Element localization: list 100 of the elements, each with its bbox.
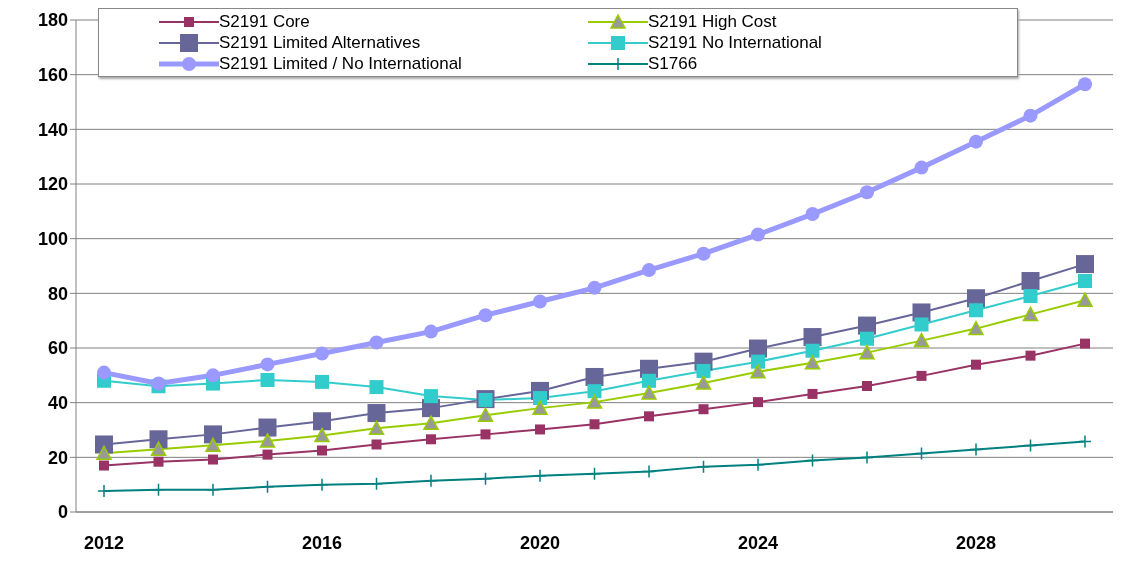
point bbox=[1023, 108, 1038, 123]
point bbox=[262, 449, 273, 460]
point bbox=[751, 227, 765, 242]
point bbox=[477, 407, 494, 422]
point bbox=[1078, 77, 1092, 92]
point bbox=[259, 433, 276, 448]
point bbox=[533, 391, 547, 406]
point bbox=[367, 404, 386, 423]
point bbox=[204, 425, 222, 444]
point bbox=[585, 367, 604, 386]
point bbox=[914, 160, 929, 175]
point bbox=[859, 344, 875, 360]
point bbox=[1077, 292, 1093, 307]
y-tick-label: 140 bbox=[37, 119, 68, 140]
point bbox=[695, 375, 712, 390]
point bbox=[258, 418, 277, 437]
point bbox=[208, 454, 218, 465]
point bbox=[969, 442, 983, 457]
point bbox=[260, 372, 275, 387]
point bbox=[968, 320, 984, 336]
x-tick-label: 2024 bbox=[737, 532, 779, 553]
point bbox=[369, 335, 384, 350]
point bbox=[1076, 255, 1094, 274]
y-tick-label: 100 bbox=[37, 229, 68, 250]
point bbox=[313, 412, 331, 431]
point bbox=[641, 385, 657, 400]
point bbox=[1025, 350, 1036, 361]
point bbox=[371, 439, 382, 450]
point bbox=[150, 441, 167, 456]
point bbox=[99, 460, 109, 471]
point bbox=[478, 471, 493, 486]
point bbox=[914, 446, 929, 461]
point bbox=[860, 331, 874, 346]
point bbox=[805, 343, 820, 358]
y-tick-label: 120 bbox=[37, 174, 68, 195]
legend-label: S2191 High Cost bbox=[648, 11, 777, 32]
point bbox=[805, 207, 820, 222]
y-tick-label: 80 bbox=[47, 283, 68, 304]
point bbox=[750, 364, 766, 379]
y-tick-label: 40 bbox=[47, 393, 68, 414]
point bbox=[260, 357, 275, 372]
point bbox=[589, 419, 600, 430]
point bbox=[532, 400, 548, 415]
point bbox=[913, 332, 930, 348]
y-tick-label: 0 bbox=[57, 502, 68, 523]
point bbox=[315, 346, 329, 361]
point bbox=[642, 373, 656, 388]
point bbox=[533, 294, 547, 309]
point bbox=[860, 450, 874, 465]
point bbox=[206, 368, 220, 383]
point bbox=[971, 359, 981, 370]
point bbox=[480, 429, 491, 440]
point bbox=[587, 466, 602, 481]
point bbox=[862, 380, 872, 391]
point bbox=[1078, 274, 1092, 289]
point bbox=[696, 459, 711, 474]
x-tick-label: 2028 bbox=[955, 532, 997, 553]
y-tick-label: 160 bbox=[37, 65, 68, 86]
point bbox=[860, 185, 874, 200]
point bbox=[423, 415, 439, 430]
point bbox=[1023, 438, 1038, 453]
x-tick-label: 2020 bbox=[519, 532, 561, 553]
point bbox=[642, 263, 656, 278]
point bbox=[587, 384, 602, 399]
point bbox=[1023, 289, 1038, 304]
point bbox=[424, 389, 438, 404]
point bbox=[424, 324, 438, 339]
point bbox=[369, 477, 384, 491]
point bbox=[803, 328, 822, 347]
point bbox=[315, 374, 329, 389]
point bbox=[97, 484, 111, 498]
point bbox=[804, 355, 821, 370]
point bbox=[698, 404, 709, 415]
point bbox=[314, 427, 330, 443]
point bbox=[696, 246, 711, 261]
point bbox=[533, 468, 547, 483]
point bbox=[587, 280, 602, 295]
y-tick-label: 20 bbox=[47, 447, 68, 468]
legend-label: S1766 bbox=[648, 53, 698, 74]
point bbox=[1022, 306, 1039, 322]
point bbox=[315, 477, 329, 492]
point bbox=[807, 388, 818, 399]
point bbox=[426, 434, 436, 445]
legend-label: S2191 No International bbox=[648, 32, 822, 53]
point bbox=[969, 303, 983, 318]
point bbox=[753, 397, 763, 408]
legend-label: S2191 Limited / No International bbox=[219, 53, 462, 74]
point bbox=[1078, 434, 1092, 449]
point bbox=[969, 134, 983, 149]
point bbox=[914, 317, 929, 332]
y-tick-label: 180 bbox=[37, 10, 68, 31]
point bbox=[642, 464, 656, 479]
legend-label: S2191 Limited Alternatives bbox=[219, 32, 421, 53]
point bbox=[1080, 338, 1090, 349]
point bbox=[96, 445, 112, 460]
point bbox=[369, 380, 384, 395]
point bbox=[535, 424, 545, 435]
x-tick-label: 2012 bbox=[83, 532, 125, 553]
point bbox=[317, 445, 327, 456]
x-tick-label: 2016 bbox=[301, 532, 343, 553]
